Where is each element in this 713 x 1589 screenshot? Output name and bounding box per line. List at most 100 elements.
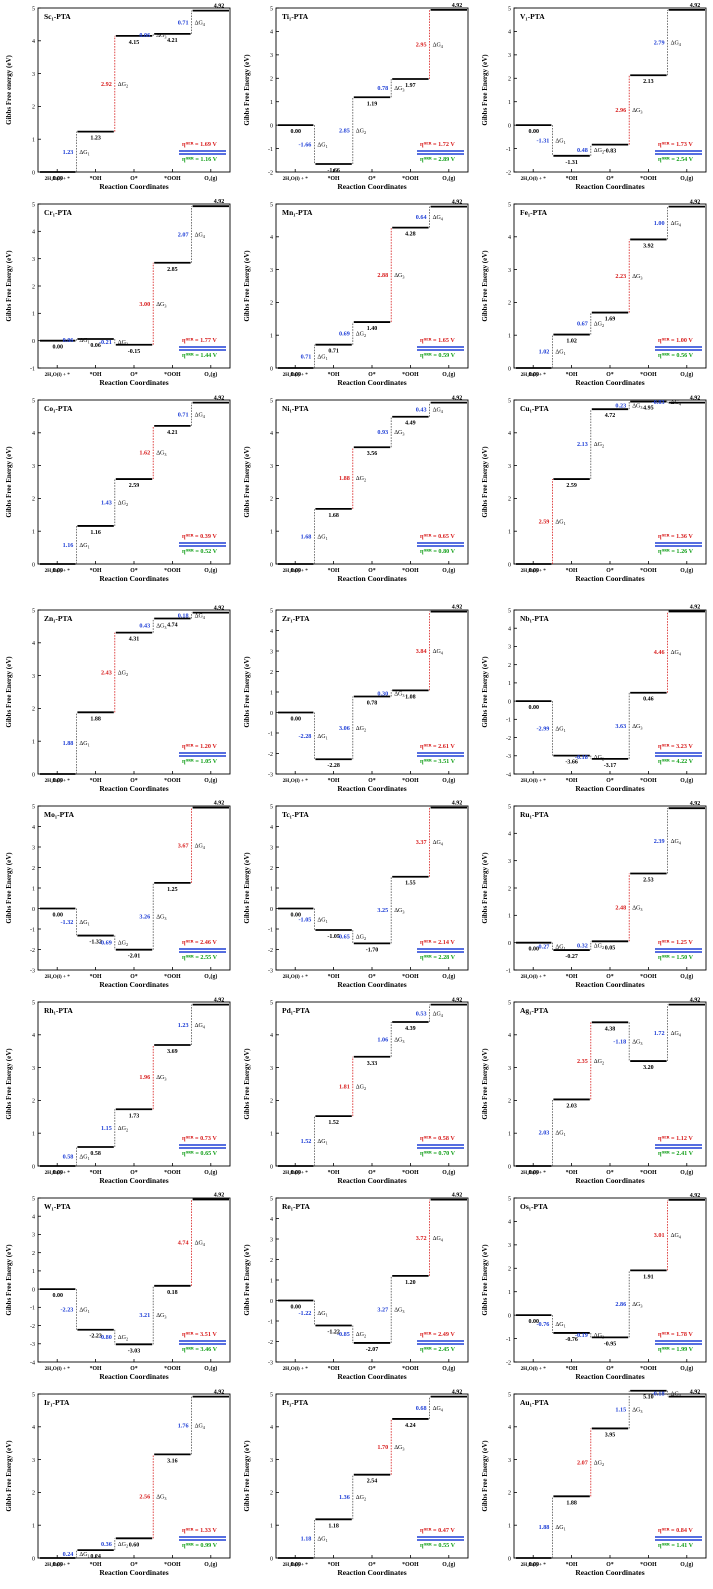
free-energy-diagram: 0 1 2 3 4 5 2H₂O(l) + * *OH O* *OOH O₂(g) Reaction … [243, 200, 469, 387]
y-tick-label: 1 [270, 886, 273, 892]
x-tick-label: 2H₂O(l) + * [521, 371, 547, 378]
y-tick-label: 5 [32, 202, 35, 208]
y-axis-title: Gibbs Free Energy (eV) [243, 852, 251, 924]
y-tick-label: 2 [270, 1099, 273, 1105]
y-tick-label: 3 [32, 1233, 35, 1239]
delta-g-value: 2.43 [101, 669, 112, 676]
level-value-label: 3.69 [167, 1049, 178, 1055]
level-value-label: 0.46 [643, 697, 654, 703]
y-tick-label: 1 [508, 681, 511, 687]
x-tick-label: O₂(g) [204, 371, 217, 378]
y-tick-label: 4 [32, 39, 35, 45]
level-value-label: -3.03 [128, 1348, 141, 1354]
y-tick-label: 0 [270, 907, 273, 913]
y-tick-label: 5 [270, 608, 273, 614]
x-tick-label: *OOH [402, 1170, 419, 1176]
level-value-label: 4.92 [452, 801, 463, 807]
delta-g-symbol: ΔG1 [79, 1552, 89, 1559]
eta-oer-label: ηᴼᴱᴿ = 1.78 V [658, 1331, 693, 1338]
level-value-label: 0.71 [328, 349, 339, 355]
energy-panel: 0 1 2 3 4 5 2H₂O(l) + * *OH O* *OOH O₂(g) Reaction … [476, 996, 713, 1197]
y-tick-label: 2 [32, 497, 35, 503]
y-tick-label: 3 [508, 53, 511, 59]
energy-panel: -3 -2 -1 0 1 2 3 4 5 2H₂O(l) + * *OH O* *OOH O₂(g) Rea… [238, 1192, 475, 1393]
x-axis-title: Reaction Coordinates [337, 574, 406, 583]
delta-g-symbol: ΔG4 [433, 42, 444, 49]
level-value-label: -1.32 [89, 940, 102, 946]
eta-orr-label: ηᴼᴿᴿ = 0.80 V [420, 548, 456, 555]
level-value-label: 0.58 [90, 1151, 101, 1157]
y-tick-label: 1 [508, 914, 511, 920]
y-tick-label: 0 [508, 1556, 511, 1562]
delta-g-symbol: ΔG2 [356, 1084, 366, 1091]
x-axis-title: Reaction Coordinates [337, 378, 406, 387]
y-tick-label: 0 [32, 170, 35, 176]
level-value-label: 0.00 [290, 372, 301, 378]
x-tick-label: *OOH [164, 1366, 181, 1372]
y-tick-label: 4 [270, 1217, 273, 1223]
x-tick-label: O₂(g) [204, 973, 217, 980]
x-axis-title: Reaction Coordinates [337, 980, 406, 989]
panel-title: V₁-PTA [520, 12, 545, 21]
x-tick-label: *OH [328, 1170, 340, 1176]
y-tick-label: -3 [268, 772, 273, 778]
y-tick-label: 0 [270, 1299, 273, 1305]
delta-g-value: 0.43 [416, 407, 427, 414]
y-tick-label: 0 [32, 772, 35, 778]
eta-oer-label: ηᴼᴱᴿ = 0.47 V [420, 1527, 455, 1534]
y-tick-label: 3 [508, 1458, 511, 1464]
panel-title: Tc₁-PTA [282, 810, 309, 819]
x-tick-label: *OH [566, 778, 578, 784]
x-tick-label: *OOH [640, 372, 657, 378]
level-value-label: -2.01 [128, 954, 141, 960]
delta-g-value: 1.88 [63, 740, 74, 747]
delta-g-symbol: ΔG1 [317, 1537, 327, 1544]
delta-g-symbol: ΔG2 [594, 442, 604, 449]
delta-g-symbol: ΔG1 [317, 143, 327, 150]
x-tick-label: O₂(g) [442, 371, 455, 378]
y-axis-title: Gibbs Free Energy (eV) [243, 54, 251, 126]
x-tick-label: *OH [90, 1366, 102, 1372]
y-tick-label: 3 [32, 845, 35, 851]
x-tick-label: *OOH [402, 372, 419, 378]
x-tick-label: O₂(g) [442, 777, 455, 784]
delta-g-symbol: ΔG2 [356, 726, 366, 733]
delta-g-symbol: ΔG3 [156, 1313, 166, 1320]
delta-g-symbol: ΔG3 [156, 1494, 166, 1501]
energy-panel: 0 1 2 3 4 5 2H₂O(l) + * *OH O* *OOH O₂(g) Reaction … [0, 2, 237, 203]
delta-g-value: 1.00 [654, 220, 665, 227]
delta-g-value: -0.18 [575, 754, 588, 761]
x-tick-label: O* [368, 778, 376, 784]
level-value-label: 0.00 [290, 717, 301, 723]
y-tick-label: -2 [506, 1360, 511, 1366]
y-tick-label: 1 [270, 690, 273, 696]
eta-orr-label: ηᴼᴿᴿ = 1.44 V [182, 352, 218, 359]
level-value-label: 0.00 [52, 1170, 63, 1176]
y-tick-label: 3 [270, 845, 273, 851]
y-axis-title: Gibbs Free Energy (eV) [481, 852, 489, 924]
y-tick-label: 0 [270, 1556, 273, 1562]
y-tick-label: 3 [508, 464, 511, 470]
level-value-label: -1.66 [327, 168, 340, 174]
energy-panel: 0 1 2 3 4 5 2H₂O(l) + * *OH O* *OOH O₂(g) Reaction … [238, 996, 475, 1197]
level-value-label: 1.40 [367, 326, 378, 332]
free-energy-diagram: 0 1 2 3 4 5 2H₂O(l) + * *OH O* *OOH O₂(g) Reaction … [481, 200, 707, 387]
delta-g-value: -2.28 [299, 733, 312, 740]
delta-g-symbol: ΔG4 [671, 839, 682, 846]
y-tick-label: 2 [508, 1491, 511, 1497]
level-value-label: 1.97 [405, 83, 416, 89]
delta-g-value: 2.39 [654, 838, 665, 845]
level-value-label: 0.05 [605, 945, 616, 951]
y-tick-label: 2 [32, 1491, 35, 1497]
eta-oer-label: ηᴼᴱᴿ = 2.61 V [420, 743, 455, 750]
delta-g-value: 0.23 [615, 402, 626, 409]
x-tick-label: 2H₂O(l) + * [283, 973, 309, 980]
delta-g-value: -1.05 [299, 916, 312, 923]
x-tick-label: 2H₂O(l) + * [283, 1365, 309, 1372]
delta-g-value: 3.06 [339, 725, 350, 732]
delta-g-symbol: ΔG3 [156, 33, 166, 40]
y-tick-label: 2 [270, 670, 273, 676]
x-tick-label: *OH [90, 1170, 102, 1176]
y-tick-label: 2 [508, 1099, 511, 1105]
level-value-label: 3.16 [167, 1458, 178, 1464]
